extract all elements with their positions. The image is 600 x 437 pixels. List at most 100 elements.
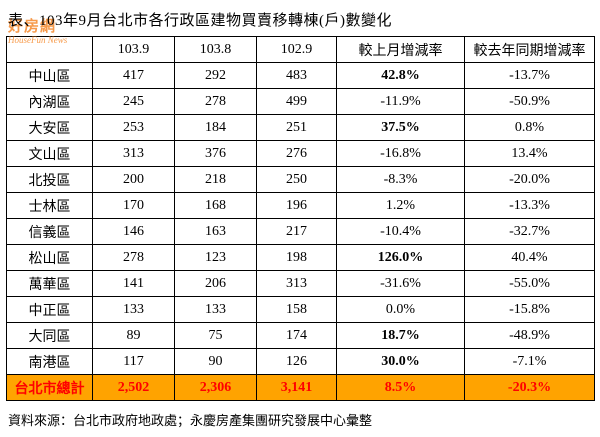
value-cell: 198 <box>256 244 337 271</box>
mom-rate-cell: 126.0% <box>336 244 465 271</box>
mom-rate-cell: 42.8% <box>336 62 465 89</box>
yoy-rate-cell: 13.4% <box>464 140 595 167</box>
district-cell: 北投區 <box>6 166 93 193</box>
value-cell: 141 <box>92 270 175 297</box>
value-cell: 117 <box>92 348 175 375</box>
district-cell: 士林區 <box>6 192 93 219</box>
yoy-rate-cell: -13.3% <box>464 192 595 219</box>
header-yoy-rate: 較去年同期增減率 <box>464 36 595 63</box>
mom-rate-cell: -10.4% <box>336 218 465 245</box>
yoy-rate-cell: -13.7% <box>464 62 595 89</box>
district-cell: 中山區 <box>6 62 93 89</box>
table-row: 中正區 133 133 158 0.0% -15.8% <box>6 296 595 323</box>
header-103-8: 103.8 <box>174 36 257 63</box>
value-cell: 376 <box>174 140 257 167</box>
value-cell: 483 <box>256 62 337 89</box>
district-cell: 南港區 <box>6 348 93 375</box>
value-cell: 126 <box>256 348 337 375</box>
table-row: 南港區 117 90 126 30.0% -7.1% <box>6 348 595 375</box>
table-row: 萬華區 141 206 313 -31.6% -55.0% <box>6 270 595 297</box>
table-row: 文山區 313 376 276 -16.8% 13.4% <box>6 140 595 167</box>
yoy-rate-cell: -55.0% <box>464 270 595 297</box>
value-cell: 499 <box>256 88 337 115</box>
district-cell: 內湖區 <box>6 88 93 115</box>
table-row: 信義區 146 163 217 -10.4% -32.7% <box>6 218 595 245</box>
total-yoy-rate-cell: -20.3% <box>464 374 595 401</box>
table-row: 中山區 417 292 483 42.8% -13.7% <box>6 62 595 89</box>
district-cell: 文山區 <box>6 140 93 167</box>
value-cell: 133 <box>92 296 175 323</box>
value-cell: 278 <box>174 88 257 115</box>
mom-rate-cell: -16.8% <box>336 140 465 167</box>
value-cell: 196 <box>256 192 337 219</box>
value-cell: 253 <box>92 114 175 141</box>
total-value-cell: 3,141 <box>256 374 337 401</box>
table-row: 松山區 278 123 198 126.0% 40.4% <box>6 244 595 271</box>
district-cell: 松山區 <box>6 244 93 271</box>
value-cell: 278 <box>92 244 175 271</box>
value-cell: 292 <box>174 62 257 89</box>
header-row: 103.9 103.8 102.9 較上月增減率 較去年同期增減率 <box>6 36 595 63</box>
mom-rate-cell: -11.9% <box>336 88 465 115</box>
yoy-rate-cell: -50.9% <box>464 88 595 115</box>
value-cell: 174 <box>256 322 337 349</box>
yoy-rate-cell: -20.0% <box>464 166 595 193</box>
total-mom-rate-cell: 8.5% <box>336 374 465 401</box>
district-cell: 信義區 <box>6 218 93 245</box>
value-cell: 146 <box>92 218 175 245</box>
source-note: 資料來源：台北市政府地政處；永慶房產集團研究發展中心彙整 <box>8 413 373 428</box>
value-cell: 75 <box>174 322 257 349</box>
district-cell: 大安區 <box>6 114 93 141</box>
district-cell: 中正區 <box>6 296 93 323</box>
total-row: 台北市總計 2,502 2,306 3,141 8.5% -20.3% <box>6 374 595 401</box>
header-103-9: 103.9 <box>92 36 175 63</box>
yoy-rate-cell: -15.8% <box>464 296 595 323</box>
value-cell: 245 <box>92 88 175 115</box>
yoy-rate-cell: -7.1% <box>464 348 595 375</box>
header-102-9: 102.9 <box>256 36 337 63</box>
yoy-rate-cell: -32.7% <box>464 218 595 245</box>
value-cell: 206 <box>174 270 257 297</box>
table-row: 內湖區 245 278 499 -11.9% -50.9% <box>6 88 595 115</box>
value-cell: 200 <box>92 166 175 193</box>
yoy-rate-cell: 40.4% <box>464 244 595 271</box>
mom-rate-cell: -31.6% <box>336 270 465 297</box>
value-cell: 217 <box>256 218 337 245</box>
mom-rate-cell: -8.3% <box>336 166 465 193</box>
total-value-cell: 2,502 <box>92 374 175 401</box>
value-cell: 89 <box>92 322 175 349</box>
value-cell: 158 <box>256 296 337 323</box>
value-cell: 276 <box>256 140 337 167</box>
value-cell: 218 <box>174 166 257 193</box>
value-cell: 184 <box>174 114 257 141</box>
total-label-cell: 台北市總計 <box>6 374 93 401</box>
mom-rate-cell: 0.0% <box>336 296 465 323</box>
mom-rate-cell: 1.2% <box>336 192 465 219</box>
mom-rate-cell: 37.5% <box>336 114 465 141</box>
value-cell: 163 <box>174 218 257 245</box>
yoy-rate-cell: -48.9% <box>464 322 595 349</box>
table-row: 大同區 89 75 174 18.7% -48.9% <box>6 322 595 349</box>
value-cell: 168 <box>174 192 257 219</box>
value-cell: 170 <box>92 192 175 219</box>
total-value-cell: 2,306 <box>174 374 257 401</box>
header-district <box>6 36 93 63</box>
district-transfer-table: 103.9 103.8 102.9 較上月增減率 較去年同期增減率 中山區 41… <box>6 36 595 401</box>
value-cell: 313 <box>92 140 175 167</box>
value-cell: 251 <box>256 114 337 141</box>
table-row: 大安區 253 184 251 37.5% 0.8% <box>6 114 595 141</box>
table-row: 士林區 170 168 196 1.2% -13.3% <box>6 192 595 219</box>
table-row: 北投區 200 218 250 -8.3% -20.0% <box>6 166 595 193</box>
page-title: 表、103年9月台北市各行政區建物買賣移轉棟(戶)數變化 <box>8 13 392 29</box>
value-cell: 133 <box>174 296 257 323</box>
mom-rate-cell: 30.0% <box>336 348 465 375</box>
yoy-rate-cell: 0.8% <box>464 114 595 141</box>
value-cell: 313 <box>256 270 337 297</box>
value-cell: 417 <box>92 62 175 89</box>
district-cell: 萬華區 <box>6 270 93 297</box>
value-cell: 123 <box>174 244 257 271</box>
value-cell: 250 <box>256 166 337 193</box>
value-cell: 90 <box>174 348 257 375</box>
district-cell: 大同區 <box>6 322 93 349</box>
header-mom-rate: 較上月增減率 <box>336 36 465 63</box>
